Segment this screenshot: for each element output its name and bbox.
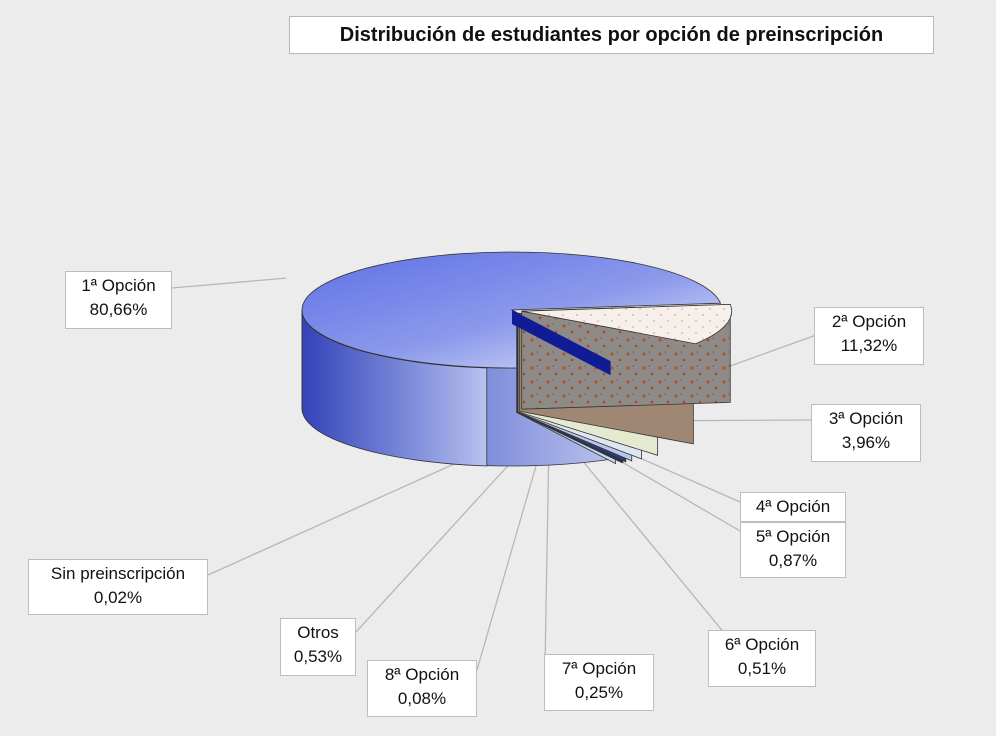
- data-label-6a-opcion: 6ª Opción 0,51%: [708, 630, 816, 687]
- data-label-name: 3ª Opción: [828, 409, 904, 428]
- pie-slice: [301, 251, 722, 467]
- data-label-name: 4ª Opción: [755, 497, 831, 516]
- inner-cut-face: [512, 310, 611, 376]
- data-label-1a-opcion: 1ª Opción 80,66%: [65, 271, 172, 329]
- data-label-value: 0,02%: [93, 588, 143, 607]
- data-label-value: 0,51%: [737, 659, 787, 678]
- data-label-value: 0,25%: [574, 683, 624, 702]
- data-label-value: 80,66%: [89, 300, 148, 319]
- data-label-3a-opcion: 3ª Opción 3,96%: [811, 404, 921, 462]
- data-label-otros: Otros 0,53%: [280, 618, 356, 676]
- leader-line: [171, 277, 286, 289]
- data-label-7a-opcion: 7ª Opción 0,25%: [544, 654, 654, 711]
- chart-title: Distribución de estudiantes por opción d…: [289, 16, 934, 54]
- data-label-value: 0,87%: [768, 551, 818, 570]
- data-label-name: 5ª Opción: [755, 527, 831, 546]
- data-label-name: Sin preinscripción: [50, 564, 186, 583]
- data-label-value: 0,08%: [397, 689, 447, 708]
- data-label-name: 6ª Opción: [724, 635, 800, 654]
- data-label-4a-opcion: 4ª Opción: [740, 492, 846, 522]
- data-label-name: 1ª Opción: [81, 276, 156, 295]
- data-label-2a-opcion: 2ª Opción 11,32%: [814, 307, 924, 365]
- data-label-sin-preinscripcion: Sin preinscripción 0,02%: [28, 559, 208, 615]
- data-label-name: Otros: [297, 623, 339, 642]
- data-label-value: 11,32%: [840, 336, 898, 355]
- data-label-value: 0,53%: [293, 647, 343, 666]
- pie-slice: [521, 303, 733, 410]
- data-label-5a-opcion: 5ª Opción 0,87%: [740, 522, 846, 578]
- data-label-value: 3,96%: [841, 433, 891, 452]
- data-label-name: 2ª Opción: [831, 312, 907, 331]
- data-label-name: 8ª Opción: [384, 665, 460, 684]
- data-label-8a-opcion: 8ª Opción 0,08%: [367, 660, 477, 717]
- data-label-name: 7ª Opción: [561, 659, 637, 678]
